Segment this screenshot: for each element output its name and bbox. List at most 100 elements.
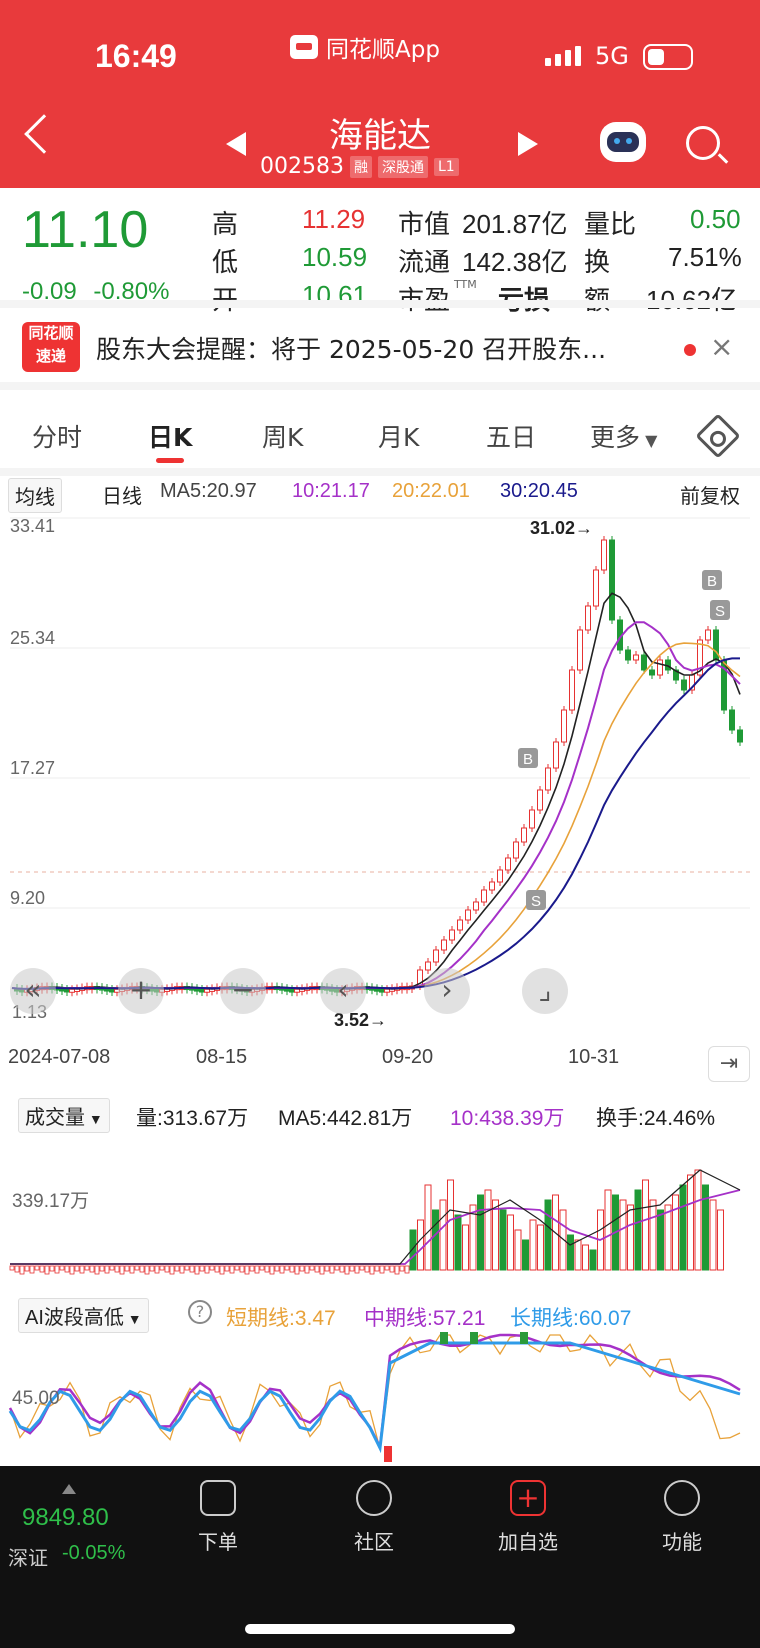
tab-daily[interactable]: 日K bbox=[148, 423, 193, 452]
settings-icon[interactable] bbox=[695, 413, 741, 459]
zoom-in-icon[interactable]: + bbox=[118, 968, 164, 1014]
volume-bar bbox=[224, 1265, 230, 1272]
divider bbox=[0, 468, 760, 476]
stock-code-row: 002583 融 深股通 L1 bbox=[260, 154, 459, 179]
indicator-selector[interactable]: AI波段高低 ▼ bbox=[18, 1298, 149, 1333]
volume-bar bbox=[514, 1229, 522, 1271]
rewind-icon[interactable]: « bbox=[10, 968, 56, 1014]
volume-bar bbox=[89, 1265, 95, 1273]
volume-bar bbox=[424, 1184, 432, 1271]
nav-community[interactable]: 社区 bbox=[324, 1480, 424, 1555]
volume-bar bbox=[642, 1179, 649, 1271]
value-mktcap: 201.87亿 bbox=[462, 209, 568, 239]
short-term-line bbox=[9, 1333, 741, 1450]
volume-bar bbox=[399, 1265, 405, 1272]
battery-icon bbox=[643, 44, 693, 70]
volume-bar bbox=[672, 1194, 679, 1271]
tab-intraday[interactable]: 分时 bbox=[32, 423, 83, 452]
volume-bar bbox=[174, 1265, 180, 1272]
expand-index-icon[interactable] bbox=[62, 1484, 76, 1494]
volume-bar bbox=[154, 1265, 160, 1274]
volume-bar bbox=[409, 1229, 417, 1271]
volume-bar bbox=[394, 1265, 400, 1275]
volume-bar bbox=[229, 1265, 235, 1274]
ma-mode-button[interactable]: 均线 bbox=[8, 478, 62, 513]
jump-latest-icon[interactable]: ⇥ bbox=[708, 1046, 750, 1082]
status-time: 16:49 bbox=[95, 38, 177, 74]
volume-selector[interactable]: 成交量 ▼ bbox=[18, 1098, 110, 1133]
adjust-mode[interactable]: 前复权 bbox=[680, 486, 740, 508]
volume-bar bbox=[702, 1184, 709, 1271]
scroll-left-icon[interactable]: ‹ bbox=[320, 968, 366, 1014]
candle-body bbox=[289, 988, 295, 993]
y-tick-3: 17.27 bbox=[10, 758, 56, 778]
x-tick-0: 2024-07-08 bbox=[8, 1046, 111, 1068]
candle-body bbox=[199, 988, 205, 993]
search-icon[interactable] bbox=[686, 126, 720, 160]
candle-body bbox=[577, 629, 583, 671]
volume-bar bbox=[74, 1265, 80, 1272]
index-value[interactable]: 9849.80 bbox=[22, 1504, 109, 1531]
ma30-value: 30:20.45 bbox=[500, 480, 578, 502]
nav-add-watch[interactable]: + 加自选 bbox=[498, 1480, 558, 1554]
volume-bar bbox=[289, 1265, 295, 1273]
order-icon bbox=[200, 1480, 236, 1516]
volume-bar bbox=[384, 1265, 390, 1271]
label-volratio: 量比 bbox=[584, 210, 637, 240]
volume-bar bbox=[582, 1244, 589, 1271]
indicator-chart[interactable] bbox=[0, 1330, 760, 1466]
volume-bar bbox=[209, 1265, 215, 1271]
home-indicator bbox=[245, 1624, 515, 1634]
volume-bar bbox=[604, 1189, 612, 1271]
tab-weekly[interactable]: 周K bbox=[262, 423, 304, 452]
status-app[interactable]: 同花顺App bbox=[290, 30, 440, 64]
stock-code: 002583 bbox=[260, 154, 344, 179]
notice-text[interactable]: 股东大会提醒：将于 2025-05-20 召开股东... bbox=[96, 335, 607, 364]
candle-body bbox=[697, 639, 703, 676]
tag-connect: 深股通 bbox=[377, 155, 428, 178]
volume-ma5: MA5:442.81万 bbox=[278, 1107, 413, 1130]
candle-body bbox=[473, 901, 479, 911]
candle-body bbox=[204, 988, 210, 993]
tab-more[interactable]: 更多 ▼ bbox=[590, 423, 658, 452]
x-tick-2: 09-20 bbox=[382, 1046, 434, 1068]
tab-fiveday[interactable]: 五日 bbox=[486, 423, 537, 452]
zoom-out-icon[interactable]: − bbox=[220, 968, 266, 1014]
close-icon[interactable]: × bbox=[710, 330, 734, 363]
tab-monthly[interactable]: 月K bbox=[378, 423, 420, 452]
volume-bar bbox=[294, 1265, 300, 1275]
volume-bar bbox=[627, 1204, 634, 1271]
next-stock-icon[interactable] bbox=[518, 132, 538, 156]
volume-bar bbox=[574, 1239, 582, 1271]
volume-bar bbox=[657, 1209, 664, 1271]
volume-bar bbox=[124, 1265, 130, 1272]
nav-functions[interactable]: 功能 bbox=[632, 1480, 732, 1555]
ai-robot-icon[interactable] bbox=[600, 122, 646, 162]
volume-bar bbox=[359, 1265, 365, 1271]
volume-bar bbox=[329, 1265, 335, 1274]
prev-stock-icon[interactable] bbox=[226, 132, 246, 156]
candle-body bbox=[433, 949, 439, 963]
volume-chart[interactable] bbox=[0, 1130, 760, 1276]
trade-marker-label: B bbox=[523, 751, 533, 768]
candle-body bbox=[625, 649, 631, 661]
volume-bar bbox=[417, 1219, 424, 1271]
label-low: 低 bbox=[212, 248, 239, 278]
news-notice-bar[interactable]: 同花顺 速递 股东大会提醒：将于 2025-05-20 召开股东... × bbox=[0, 300, 760, 390]
volume-bar bbox=[694, 1169, 702, 1271]
volume-bar bbox=[339, 1265, 345, 1273]
candle-body bbox=[529, 809, 535, 829]
help-icon[interactable]: ? bbox=[188, 1300, 212, 1324]
candle-body bbox=[609, 539, 615, 621]
candle-body bbox=[713, 629, 719, 661]
volume-bar bbox=[567, 1234, 574, 1271]
candle-body bbox=[64, 988, 70, 993]
nav-order[interactable]: 下单 bbox=[168, 1480, 268, 1555]
label-mktcap: 市值 bbox=[398, 210, 451, 240]
fullscreen-icon[interactable]: ⌟ bbox=[522, 968, 568, 1014]
volume-bar bbox=[619, 1199, 627, 1271]
scroll-right-icon[interactable]: › bbox=[424, 968, 470, 1014]
candle-body bbox=[441, 939, 447, 951]
network-type: 5G bbox=[595, 42, 629, 70]
